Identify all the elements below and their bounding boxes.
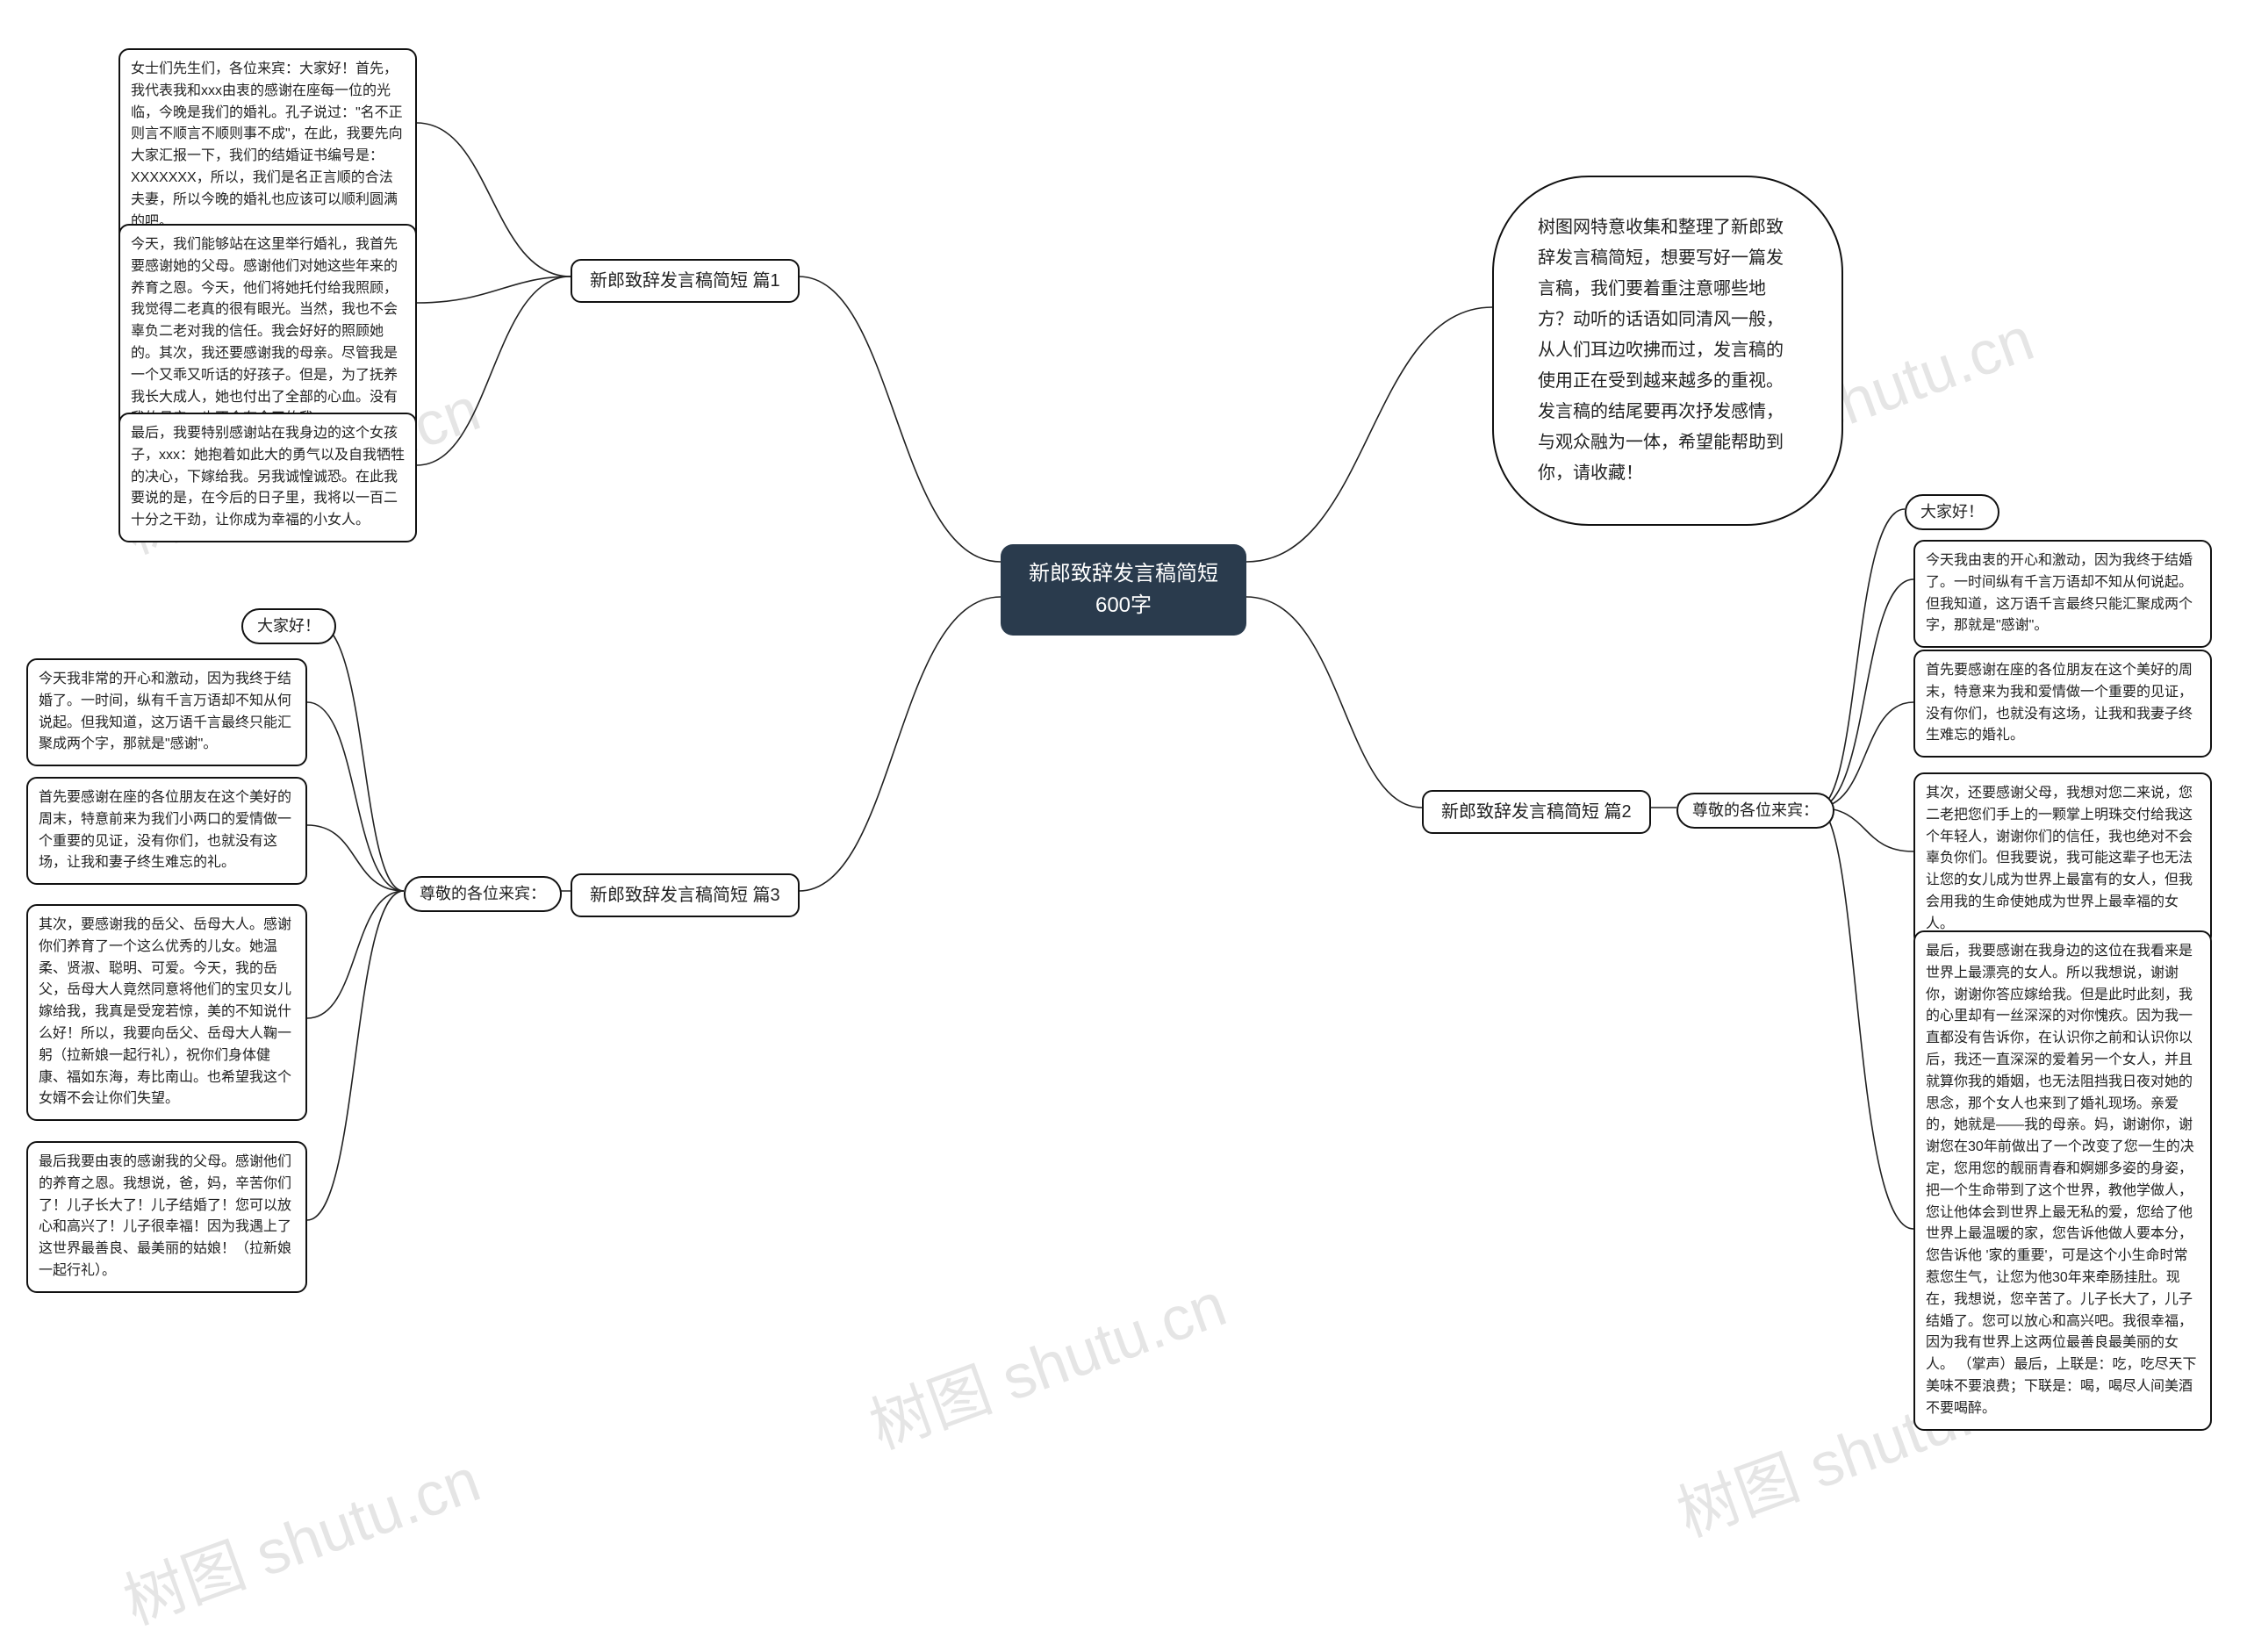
branch3-leaf: 首先要感谢在座的各位朋友在这个美好的周末，特意前来为我们小两口的爱情做一个重要的… xyxy=(26,777,307,885)
watermark: 树图 shutu.cn xyxy=(111,1432,491,1642)
intro-node: 树图网特意收集和整理了新郎致辞发言稿简短，想要写好一篇发言稿，我们要着重注意哪些… xyxy=(1492,176,1843,526)
branch1-leaf: 最后，我要特别感谢站在我身边的这个女孩子，xxx：她抱着如此大的勇气以及自我牺牲… xyxy=(118,413,417,542)
branch2-node: 新郎致辞发言稿简短 篇2 xyxy=(1422,790,1651,834)
root-node: 新郎致辞发言稿简短600字 xyxy=(1001,544,1246,636)
branch2-leaf: 最后，我要感谢在我身边的这位在我看来是世界上最漂亮的女人。所以我想说，谢谢你，谢… xyxy=(1913,930,2212,1431)
branch3-leaf: 最后我要由衷的感谢我的父母。感谢他们的养育之恩。我想说，爸，妈，辛苦你们了！儿子… xyxy=(26,1141,307,1293)
branch1-leaf: 女士们先生们，各位来宾：大家好！首先，我代表我和xxx由衷的感谢在座每一位的光临… xyxy=(118,48,417,243)
branch2-leaf: 其次，还要感谢父母，我想对您二来说，您二老把您们手上的一颗掌上明珠交付给我这个年… xyxy=(1913,772,2212,946)
watermark: 树图 shutu.cn xyxy=(857,1256,1237,1467)
branch1-leaf: 今天，我们能够站在这里举行婚礼，我首先要感谢她的父母。感谢他们对她这些年来的养育… xyxy=(118,224,417,441)
branch2-leaf: 首先要感谢在座的各位朋友在这个美好的周末，特意来为我和爱情做一个重要的见证，没有… xyxy=(1913,650,2212,758)
branch1-node: 新郎致辞发言稿简短 篇1 xyxy=(571,259,800,303)
branch2-greet: 大家好！ xyxy=(1905,494,1999,530)
branch3-node: 新郎致辞发言稿简短 篇3 xyxy=(571,873,800,917)
branch3-leaf: 其次，要感谢我的岳父、岳母大人。感谢你们养育了一个这么优秀的儿女。她温柔、贤淑、… xyxy=(26,904,307,1121)
branch3-leaf: 今天我非常的开心和激动，因为我终于结婚了。一时间，纵有千言万语却不知从何说起。但… xyxy=(26,658,307,766)
branch2-salutation: 尊敬的各位来宾： xyxy=(1676,793,1834,829)
branch3-salutation: 尊敬的各位来宾： xyxy=(404,876,562,912)
branch3-greet: 大家好！ xyxy=(241,608,336,644)
mindmap-stage: 树图 shutu.cn 树图 shutu.cn 树图 shutu.cn 树图 s… xyxy=(0,0,2247,1652)
branch2-leaf: 今天我由衷的开心和激动，因为我终于结婚了。一时间纵有千言万语却不知从何说起。但我… xyxy=(1913,540,2212,648)
